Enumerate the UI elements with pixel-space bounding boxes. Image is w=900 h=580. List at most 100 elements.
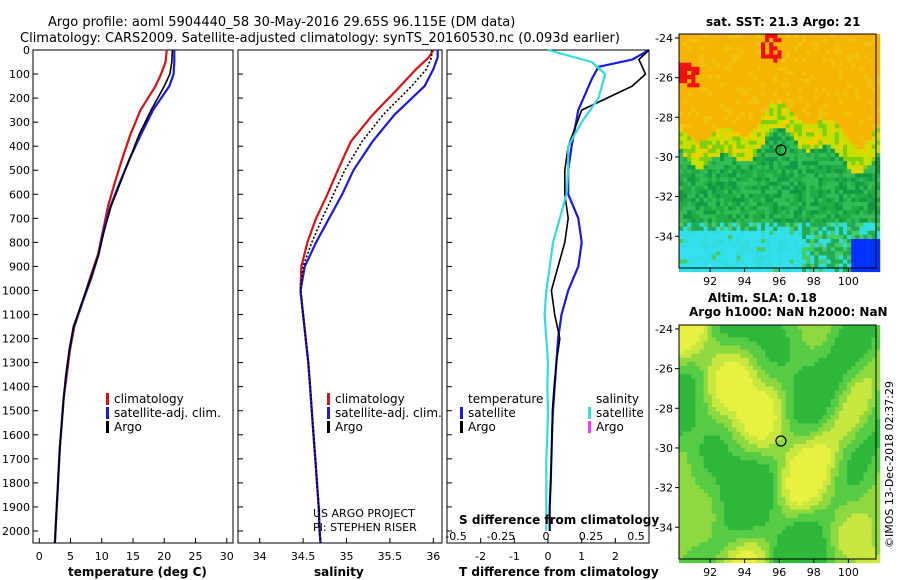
map-cell xyxy=(748,398,754,404)
map-cell xyxy=(679,91,684,96)
map-cell xyxy=(687,189,692,195)
map-cell xyxy=(785,439,790,445)
map-cell xyxy=(732,255,737,260)
map-cell xyxy=(789,357,795,363)
map-cell xyxy=(691,353,696,359)
map-cell xyxy=(691,46,696,51)
map-cell xyxy=(793,419,799,424)
map-cell xyxy=(810,79,815,84)
map-cell xyxy=(802,107,807,113)
map-cell xyxy=(781,50,786,55)
map-cell xyxy=(691,103,696,109)
map-cell xyxy=(830,46,836,51)
map-cell xyxy=(683,247,688,252)
legend-swatch-climatology xyxy=(327,393,330,405)
map-cell xyxy=(707,353,713,359)
map-cell xyxy=(847,448,852,453)
map-cell xyxy=(781,218,786,223)
map-cell xyxy=(756,54,762,59)
map-cell xyxy=(822,66,827,72)
map-cell xyxy=(838,169,844,174)
map-cell xyxy=(818,374,823,379)
map-cell xyxy=(695,484,700,490)
map-cell xyxy=(847,226,852,232)
map-cell xyxy=(773,87,778,92)
map-cell xyxy=(715,124,721,129)
map-cell xyxy=(843,66,848,72)
map-cell xyxy=(830,222,836,227)
map-cell xyxy=(777,431,782,436)
map-cell xyxy=(715,42,721,47)
map-cell xyxy=(793,357,799,363)
map-cell xyxy=(822,402,827,408)
map-cell xyxy=(732,239,737,244)
map-cell xyxy=(720,472,725,477)
map-cell xyxy=(732,386,737,391)
map-cell xyxy=(793,38,799,43)
map-cell xyxy=(699,136,704,141)
map-cell xyxy=(720,427,725,432)
map-cell xyxy=(748,361,754,367)
map-cell xyxy=(711,468,717,473)
y-tick-label: 500 xyxy=(9,164,30,177)
map-cell xyxy=(715,341,721,346)
map-cell xyxy=(785,239,790,244)
map-cell xyxy=(859,427,864,432)
map-cell xyxy=(822,366,827,371)
map-cell xyxy=(687,38,692,43)
map-cell xyxy=(781,140,786,145)
map-cell xyxy=(707,120,713,125)
map-cell xyxy=(765,173,770,178)
map-cell xyxy=(679,202,684,207)
map-cell xyxy=(752,140,758,145)
map-cell xyxy=(707,185,713,191)
map-cell xyxy=(851,152,856,158)
map-cell xyxy=(724,476,729,482)
map-cell xyxy=(785,189,790,195)
map-cell xyxy=(711,87,717,92)
map-cell xyxy=(777,448,782,453)
map-cell xyxy=(847,107,852,113)
map-cell xyxy=(802,366,807,371)
map-cell xyxy=(699,120,704,125)
map-cell xyxy=(724,247,729,252)
map-cell xyxy=(777,54,782,59)
map-cell xyxy=(761,456,766,461)
map-cell xyxy=(732,54,737,59)
map-cell xyxy=(715,476,721,482)
map-cell xyxy=(679,394,684,400)
map-cell xyxy=(748,157,754,162)
map-cell xyxy=(695,349,700,354)
map-cell xyxy=(863,161,868,166)
map-cell xyxy=(769,267,774,273)
map-cell xyxy=(695,193,700,199)
map-cell xyxy=(773,50,778,55)
map-cell xyxy=(740,345,745,350)
map-cell xyxy=(707,443,713,449)
map-cell xyxy=(773,472,778,477)
map-cell xyxy=(736,66,741,72)
map-cell xyxy=(707,136,713,141)
map-cell xyxy=(687,58,692,63)
map-cell xyxy=(752,243,758,248)
map-cell xyxy=(814,177,819,182)
map-cell xyxy=(683,353,688,359)
map-cell xyxy=(691,140,696,145)
map-cell xyxy=(748,214,754,219)
map-cell xyxy=(863,103,868,109)
map-cell xyxy=(789,382,795,387)
map-cell xyxy=(802,234,807,240)
map-cell xyxy=(695,222,700,227)
map-cell xyxy=(683,198,688,203)
map-cell xyxy=(785,75,790,80)
map-cell xyxy=(777,173,782,178)
map-cell xyxy=(732,70,737,76)
map-cell xyxy=(851,366,856,371)
map-cell xyxy=(683,42,688,47)
map-cell xyxy=(859,411,864,416)
map-cell xyxy=(699,464,704,469)
map-cell xyxy=(720,333,725,338)
map-cell xyxy=(781,259,786,264)
map-cell xyxy=(847,111,852,117)
map-cell xyxy=(720,99,725,104)
